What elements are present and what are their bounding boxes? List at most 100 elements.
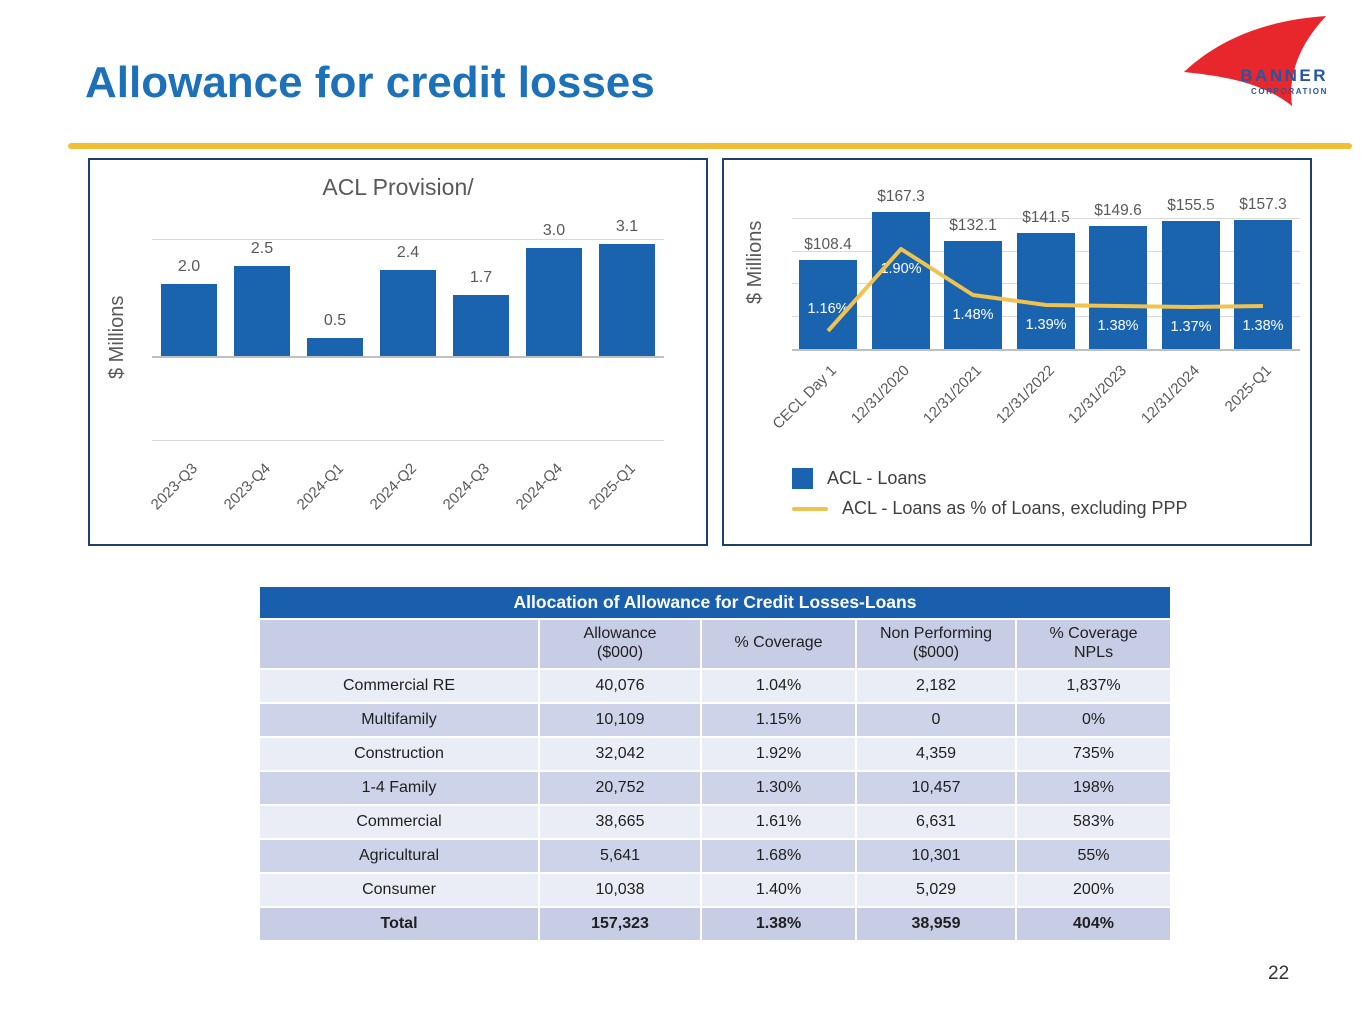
bar-value-label: 2.4 xyxy=(396,244,420,261)
cell-value: 20,752 xyxy=(538,769,702,806)
row-label: Multifamily xyxy=(258,701,540,738)
table-row: Consumer 10,038 1.40% 5,029 200% xyxy=(258,871,1172,908)
table-title-row: Allocation of Allowance for Credit Losse… xyxy=(258,585,1172,620)
legend-row-line: ACL - Loans as % of Loans, excluding PPP xyxy=(792,498,1188,519)
cell-value: 1.30% xyxy=(700,769,857,806)
cell-value: 10,038 xyxy=(538,871,702,908)
total-value: 157,323 xyxy=(538,905,702,942)
bar-value-label: $149.6 xyxy=(1094,202,1142,219)
cell-value: 6,631 xyxy=(855,803,1017,840)
bar-value-label: 1.7 xyxy=(469,269,493,286)
cell-value: 200% xyxy=(1015,871,1172,908)
x-axis-line xyxy=(152,356,664,358)
acl-provision-plot: 2.0 2023-Q3 2.5 2023-Q4 0.5 2024-Q1 2.4 2024-Q2… xyxy=(90,160,706,544)
logo-subname: CORPORATION xyxy=(1250,87,1328,96)
total-value: 38,959 xyxy=(855,905,1017,942)
cell-value: 1.92% xyxy=(700,735,857,772)
page-number: 22 xyxy=(1268,963,1290,984)
line-value-label: 1.48% xyxy=(952,307,994,323)
banner-logo: BANNER CORPORATION xyxy=(1180,14,1330,109)
cell-value: 32,042 xyxy=(538,735,702,772)
cell-value: 583% xyxy=(1015,803,1172,840)
cell-value: 1.04% xyxy=(700,667,857,704)
bar-value-label: $157.3 xyxy=(1239,196,1287,213)
cell-value: 10,457 xyxy=(855,769,1017,806)
bar-value-label: 3.0 xyxy=(542,222,566,239)
bar-value-label: $132.1 xyxy=(949,217,997,234)
row-label: Commercial RE xyxy=(258,667,540,704)
table-row: Multifamily 10,109 1.15% 0 0% xyxy=(258,701,1172,738)
table-row: Commercial 38,665 1.61% 6,631 583% xyxy=(258,803,1172,840)
legend-label-line: ACL - Loans as % of Loans, excluding PPP xyxy=(842,498,1188,518)
table-row: Agricultural 5,641 1.68% 10,301 55% xyxy=(258,837,1172,874)
allocation-table: Allocation of Allowance for Credit Losse… xyxy=(258,585,1172,942)
bar-value-label: $141.5 xyxy=(1022,209,1070,226)
cell-value: 1.68% xyxy=(700,837,857,874)
banner-sail-icon xyxy=(1184,16,1326,106)
cell-value: 1.40% xyxy=(700,871,857,908)
line-value-label: 1.38% xyxy=(1097,318,1139,334)
gridline xyxy=(792,218,1300,219)
column-header: Non Performing ($000) xyxy=(855,618,1017,670)
cell-value: 10,301 xyxy=(855,837,1017,874)
bar-value-label: 2.5 xyxy=(250,240,274,257)
gridline xyxy=(152,440,664,441)
total-value: 1.38% xyxy=(700,905,857,942)
row-label: Commercial xyxy=(258,803,540,840)
cell-value: 55% xyxy=(1015,837,1172,874)
bar-value-label: 3.1 xyxy=(615,218,639,235)
bar-value-label: $167.3 xyxy=(877,188,925,205)
bar-value-label: 2.0 xyxy=(177,258,201,275)
acl-loans-bar xyxy=(872,212,930,349)
table-row: 1-4 Family 20,752 1.30% 10,457 198% xyxy=(258,769,1172,806)
column-header: % Coverage xyxy=(700,618,857,670)
bar-value-label: 0.5 xyxy=(323,312,347,329)
cell-value: 40,076 xyxy=(538,667,702,704)
page-title: Allowance for credit losses xyxy=(85,58,655,107)
left-chart-title: ACL Provision/ xyxy=(322,174,474,200)
acl-provision-bar xyxy=(380,270,436,356)
table-row: Construction 32,042 1.92% 4,359 735% xyxy=(258,735,1172,772)
x-axis-line xyxy=(792,349,1300,351)
bar-value-label: $155.5 xyxy=(1167,197,1215,214)
logo-name: BANNER xyxy=(1240,66,1328,85)
cell-value: 0% xyxy=(1015,701,1172,738)
legend-bar-swatch-icon xyxy=(792,468,813,489)
table-header-row: Allowance ($000)% Coverage Non Performing… xyxy=(258,618,1172,670)
total-value: 404% xyxy=(1015,905,1172,942)
bar-value-label: $108.4 xyxy=(804,236,852,253)
cell-value: 2,182 xyxy=(855,667,1017,704)
cell-value: 1.15% xyxy=(700,701,857,738)
acl-provision-bar xyxy=(161,284,217,356)
row-label: 1-4 Family xyxy=(258,769,540,806)
line-value-label: 1.90% xyxy=(880,261,922,277)
cell-value: 5,029 xyxy=(855,871,1017,908)
table-total-row: Total 157,323 1.38% 38,959 404% xyxy=(258,905,1172,942)
legend-label-bars: ACL - Loans xyxy=(827,468,927,488)
line-value-label: 1.39% xyxy=(1025,317,1067,333)
line-value-label: 1.38% xyxy=(1242,318,1284,334)
cell-value: 198% xyxy=(1015,769,1172,806)
line-value-label: 1.37% xyxy=(1170,319,1212,335)
gold-divider xyxy=(68,143,1352,149)
cell-value: 38,665 xyxy=(538,803,702,840)
gridline xyxy=(152,239,664,240)
acl-provision-bar xyxy=(307,338,363,356)
row-label: Construction xyxy=(258,735,540,772)
total-label: Total xyxy=(258,905,540,942)
chart-legend: ACL - Loans ACL - Loans as % of Loans, e… xyxy=(792,468,1188,528)
line-value-label: 1.16% xyxy=(807,301,849,317)
acl-provision-bar xyxy=(234,266,290,356)
cell-value: 10,109 xyxy=(538,701,702,738)
cell-value: 735% xyxy=(1015,735,1172,772)
cell-value: 1.61% xyxy=(700,803,857,840)
cell-value: 0 xyxy=(855,701,1017,738)
column-header: Allowance ($000) xyxy=(538,618,702,670)
legend-row-bars: ACL - Loans xyxy=(792,468,1188,489)
legend-line-swatch-icon xyxy=(792,506,828,511)
acl-loans-plot: $108.4 CECL Day 1 1.16% $167.3 12/31/2020 1.9… xyxy=(724,160,1310,544)
column-header: % Coverage NPLs xyxy=(1015,618,1172,670)
acl-loans-bar xyxy=(944,241,1002,349)
acl-provision-panel: ACL Provision/ $ Millions 2.0 2023-Q3 2.5 2… xyxy=(88,158,708,546)
